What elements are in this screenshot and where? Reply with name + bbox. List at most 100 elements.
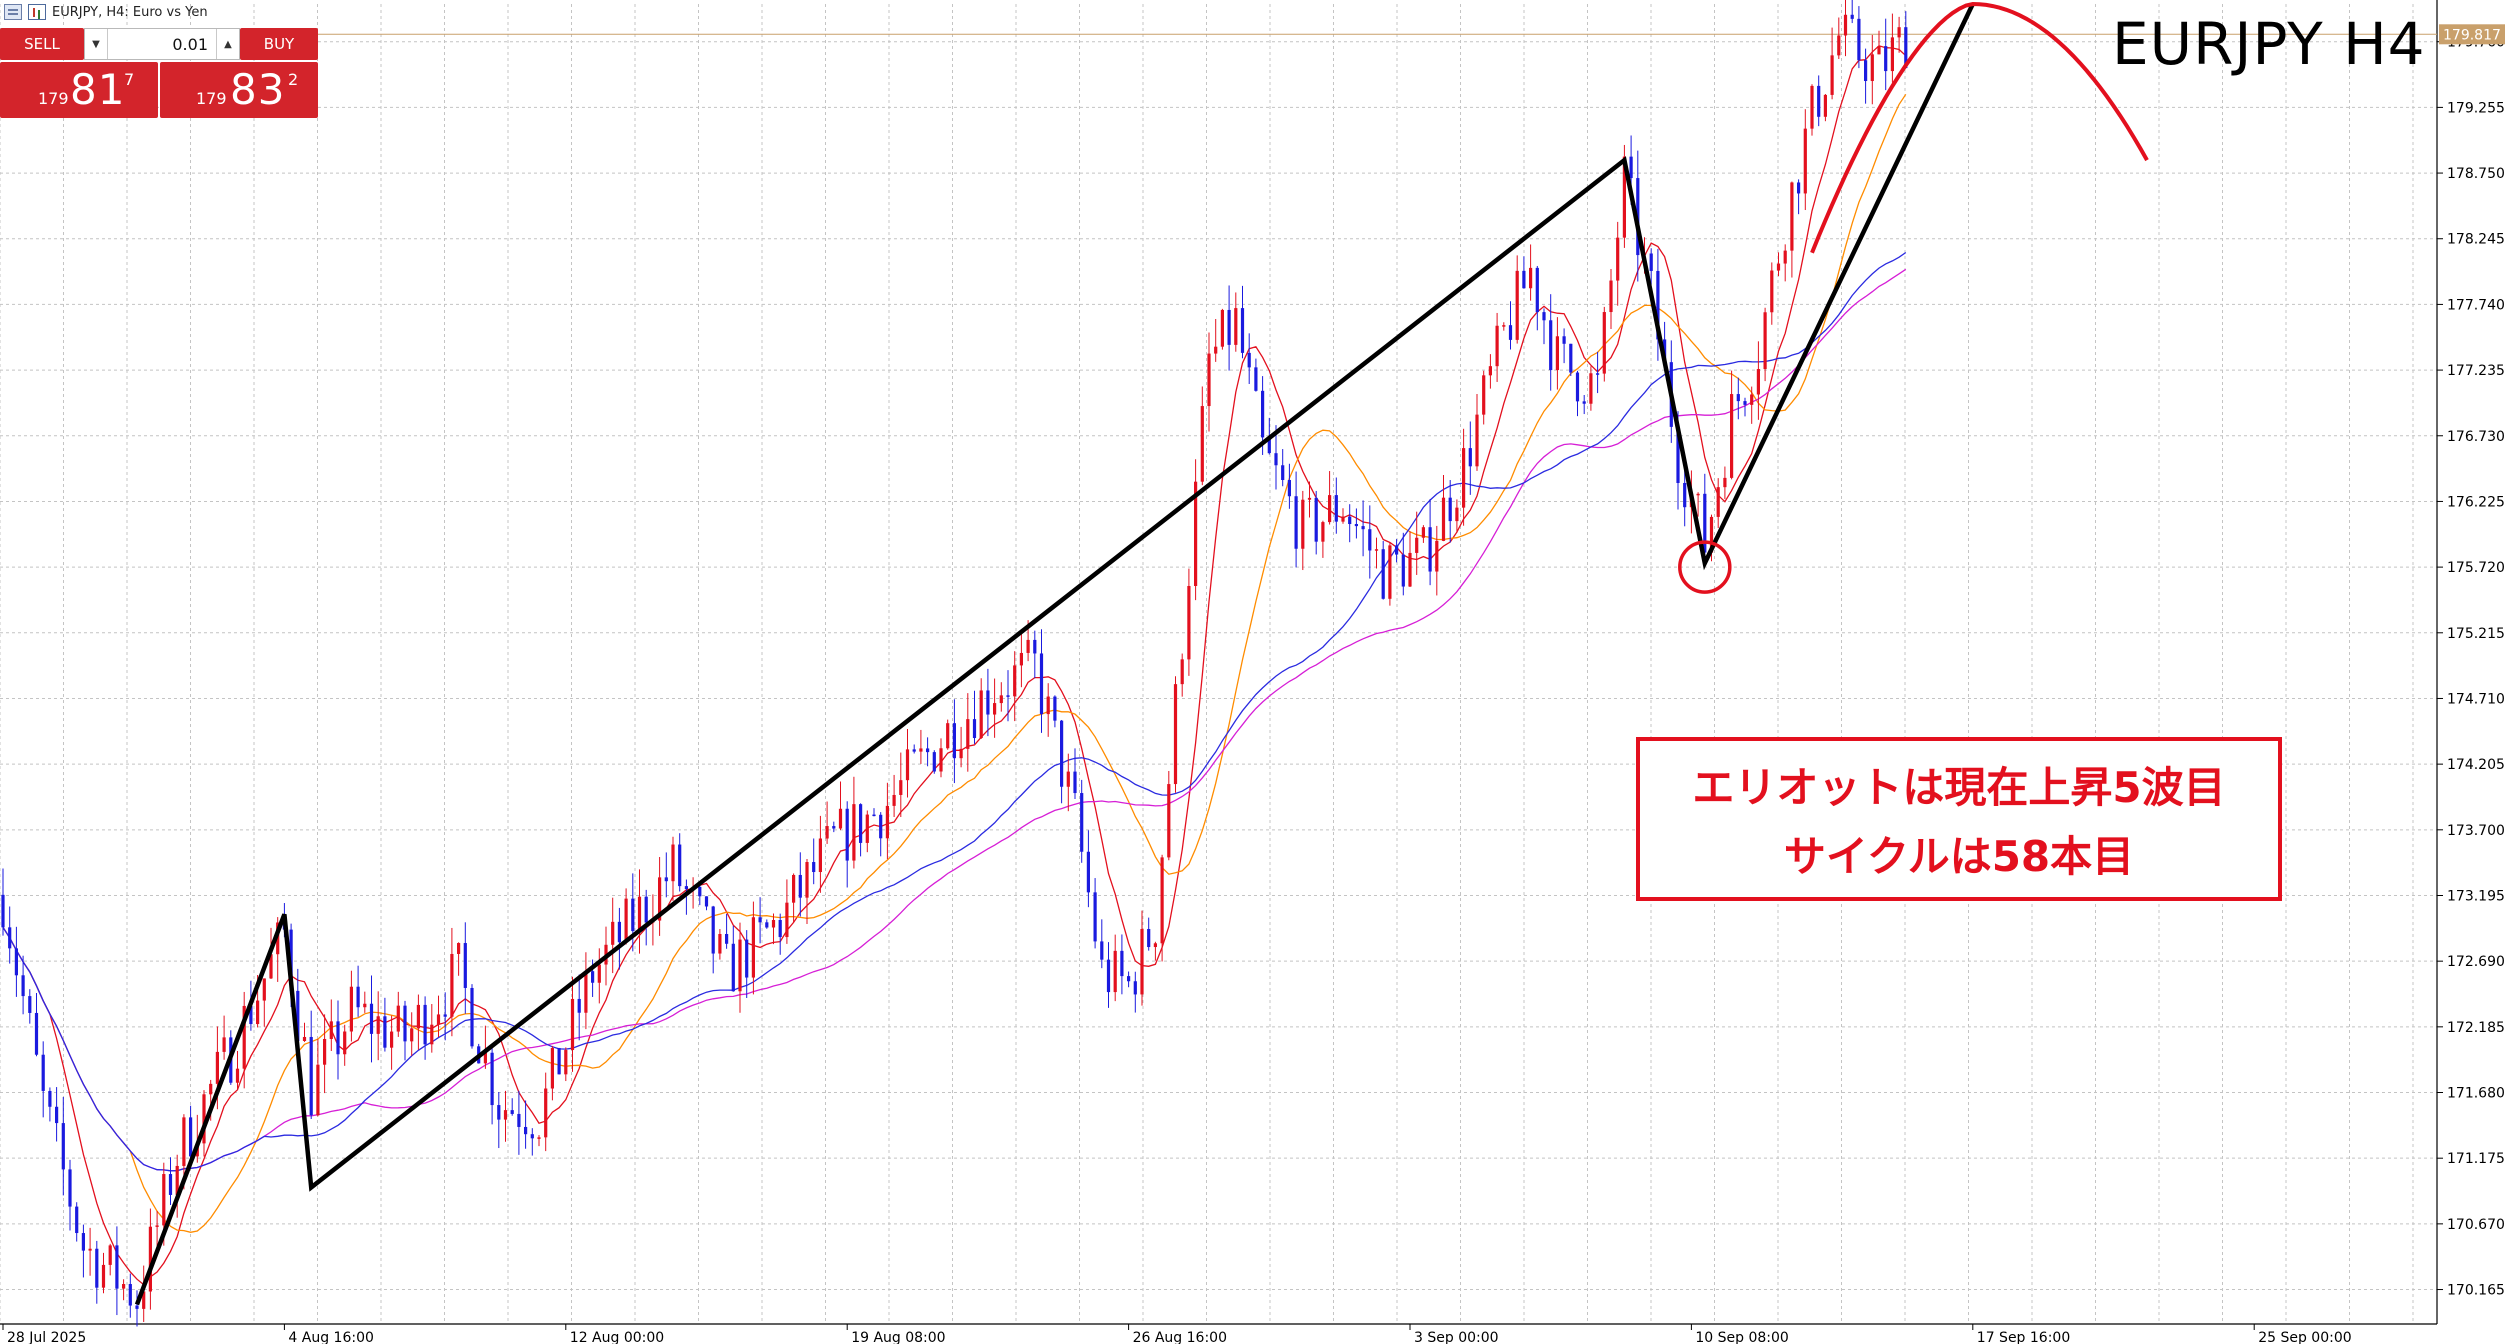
candle-body — [664, 877, 668, 882]
sell-price-button[interactable]: 179 81 7 — [0, 62, 158, 118]
candle-body — [611, 921, 615, 945]
x-tick-label: 19 Aug 08:00 — [851, 1330, 945, 1344]
candle-body — [798, 874, 802, 898]
candle-body — [1267, 437, 1271, 454]
candle-body — [678, 844, 682, 887]
candle-body — [718, 933, 722, 954]
candle-body — [316, 1064, 320, 1116]
candle-body — [986, 690, 990, 715]
candle-body — [1354, 524, 1358, 527]
cycle-low-marker — [1678, 540, 1732, 594]
candle-body — [1475, 414, 1479, 467]
candle-body — [1723, 477, 1727, 488]
candle-body — [21, 975, 25, 997]
candle-body — [1716, 487, 1720, 517]
chevron-down-icon[interactable]: ▼ — [85, 29, 108, 59]
x-tick-label: 10 Sep 08:00 — [1695, 1330, 1788, 1344]
candle-body — [135, 1305, 139, 1309]
candle-body — [946, 723, 950, 749]
lot-size-value[interactable]: 0.01 — [172, 34, 208, 54]
candle-body — [41, 1054, 45, 1091]
candle-body — [1770, 270, 1774, 313]
buy-price-fraction: 2 — [288, 70, 299, 89]
candle-body — [1776, 263, 1781, 271]
candle-body — [825, 826, 829, 839]
candle-body — [738, 939, 742, 992]
candle-body — [671, 844, 675, 882]
candle-body — [1837, 35, 1841, 56]
candle-body — [410, 1028, 414, 1042]
candle-body — [423, 1004, 427, 1045]
candle-body — [463, 943, 467, 988]
candle-body — [235, 1068, 240, 1083]
candle-body — [1817, 85, 1821, 117]
y-tick-label: 174.205 — [2447, 757, 2505, 773]
candle-body — [859, 804, 863, 843]
y-tick-label: 179.255 — [2447, 100, 2505, 116]
candle-body — [95, 1248, 99, 1288]
buy-price-button[interactable]: 179 83 2 — [160, 62, 318, 118]
candle-body — [510, 1110, 514, 1114]
candle-body — [356, 986, 360, 1008]
candle-body — [28, 996, 32, 1013]
x-tick-label: 25 Sep 00:00 — [2258, 1330, 2351, 1344]
candle-body — [1897, 27, 1901, 38]
one-click-trading-panel: SELL ▼ 0.01 ▲ BUY 179 81 7 179 83 2 — [0, 28, 318, 118]
candle-body — [879, 814, 883, 839]
candle-body — [1629, 156, 1633, 179]
candle-body — [1488, 366, 1492, 376]
candle-body — [1314, 497, 1318, 542]
candle-body — [1535, 267, 1539, 313]
candle-body — [838, 808, 843, 829]
candle-body — [1415, 537, 1419, 553]
candle-body — [731, 943, 735, 992]
candle-body — [1890, 37, 1894, 72]
lot-size-field[interactable]: ▼ 0.01 ▲ — [84, 28, 240, 60]
candle-body — [1542, 312, 1546, 321]
candle-body — [1401, 554, 1405, 587]
candle-body — [1730, 394, 1734, 478]
candle-body — [1649, 253, 1653, 271]
candle-body — [122, 1284, 126, 1289]
candle-body — [1549, 320, 1553, 371]
candle-body — [242, 1005, 246, 1069]
candle-body — [952, 723, 956, 759]
annotation-line-1: エリオットは現在上昇5波目 — [1692, 763, 2226, 812]
candle-body — [1019, 652, 1023, 666]
candle-body — [1857, 18, 1861, 61]
candle-body — [865, 814, 869, 843]
chevron-up-icon[interactable]: ▲ — [216, 29, 239, 59]
menu-icon[interactable] — [4, 4, 22, 20]
candle-body — [624, 898, 628, 943]
buy-button[interactable]: BUY — [240, 28, 318, 60]
candle-body — [1441, 497, 1446, 541]
candle-body — [1033, 639, 1037, 654]
candle-body — [1462, 448, 1466, 508]
candle-body — [1281, 465, 1285, 480]
candle-body — [1361, 526, 1365, 530]
candle-body — [885, 805, 889, 839]
y-tick-label: 178.245 — [2447, 232, 2505, 248]
candle-body — [1676, 426, 1680, 483]
candle-body — [168, 1174, 173, 1195]
sell-button[interactable]: SELL — [0, 28, 84, 60]
candle-body — [617, 921, 621, 943]
price-axis: 179.760179.255178.750178.245177.740177.2… — [2437, 24, 2505, 1299]
candle-body — [1086, 851, 1090, 893]
candle-body — [343, 1031, 347, 1055]
y-tick-label: 172.185 — [2447, 1020, 2505, 1036]
candle-body — [1153, 943, 1157, 948]
candle-body — [1053, 696, 1057, 721]
candle-body — [912, 749, 916, 752]
y-tick-label: 176.730 — [2447, 429, 2505, 445]
candle-body — [189, 1117, 193, 1157]
candle-body — [34, 1012, 39, 1055]
candle-body — [1870, 54, 1874, 82]
candle-body — [1683, 482, 1687, 508]
candle-body — [1046, 696, 1050, 715]
candle-body — [1348, 516, 1352, 525]
candle-body — [48, 1090, 52, 1107]
y-tick-label: 177.740 — [2447, 297, 2505, 313]
candle-body — [202, 1094, 206, 1144]
